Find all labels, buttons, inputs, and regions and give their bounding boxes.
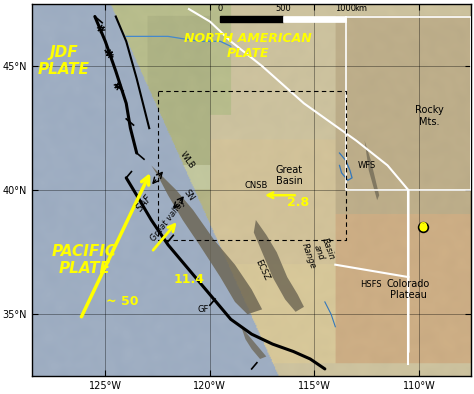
Text: 11.4: 11.4 [173,273,204,286]
Polygon shape [254,220,304,312]
Text: WLB: WLB [178,150,196,171]
Text: Great
Basin: Great Basin [276,165,303,186]
Text: CNSB: CNSB [244,181,267,190]
Text: 0: 0 [419,221,428,234]
Polygon shape [241,327,266,359]
Text: 1000: 1000 [335,4,356,13]
Text: ~ 50: ~ 50 [106,296,138,309]
Text: km: km [354,4,367,13]
Text: JDF
PLATE: JDF PLATE [37,45,90,77]
Text: GF: GF [198,305,210,314]
Text: Rocky
Mts.: Rocky Mts. [415,105,444,126]
Text: SAF: SAF [135,192,155,213]
Text: PACIFIC
PLATE: PACIFIC PLATE [52,243,117,276]
Text: 0: 0 [218,4,223,13]
Text: SN: SN [182,188,196,203]
Text: WFS: WFS [357,161,376,170]
Text: HSFS: HSFS [360,280,382,289]
Polygon shape [365,141,379,200]
Text: 2.8: 2.8 [287,196,309,209]
Text: 500: 500 [275,4,291,13]
Text: Basin
and
Range: Basin and Range [300,234,337,270]
Bar [283,16,346,22]
Text: Colorado
Plateau: Colorado Plateau [387,279,430,300]
Bar [220,16,283,22]
Text: Great valley: Great valley [149,197,187,243]
Text: ECSZ: ECSZ [254,258,271,282]
Polygon shape [151,165,262,314]
Text: NORTH AMERICAN
PLATE: NORTH AMERICAN PLATE [183,32,311,60]
